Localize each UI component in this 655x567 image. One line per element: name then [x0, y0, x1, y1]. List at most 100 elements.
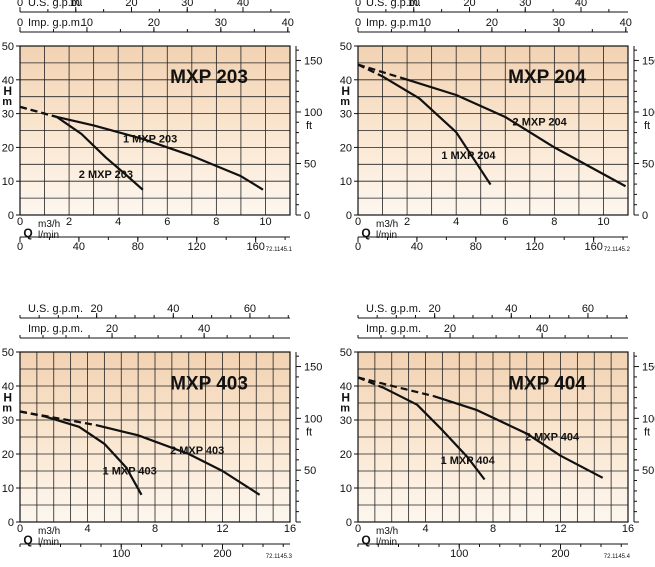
m3h-tick-label: 10: [259, 216, 271, 228]
ft-tick-label: 100: [642, 413, 655, 425]
imp-tick-label: 20: [106, 323, 118, 335]
imp-tick-label: 20: [148, 17, 160, 29]
chart-code: 72.1145.1: [266, 247, 293, 253]
plot-frame: [357, 45, 629, 216]
usgpm-tick-label: 20: [429, 303, 441, 315]
series-label: 1 MXP 403: [103, 465, 157, 477]
y-tick-label: 10: [2, 483, 14, 495]
y-tick-label: 50: [2, 41, 14, 53]
ft-axis-label: ft: [644, 426, 650, 438]
y-tick-label: 40: [340, 381, 352, 393]
series-line: [95, 424, 261, 496]
series-line-dashed: [357, 376, 384, 389]
ft-tick-label: 0: [304, 210, 310, 222]
usgpm-tick-label: 40: [505, 303, 517, 315]
imp-tick-label: 10: [419, 17, 431, 29]
m3h-tick-label: 4: [84, 523, 90, 535]
ft-axis-label: ft: [306, 120, 312, 132]
usgpm-axis-name: U.S. g.p.m.: [366, 303, 421, 315]
m3h-tick-label: 4: [115, 216, 121, 228]
m3h-tick-label: 2: [404, 216, 410, 228]
lmin-tick-label: 200: [213, 548, 231, 560]
m3h-tick-label: 0: [355, 523, 361, 535]
ft-tick-label: 100: [304, 413, 322, 425]
plot-frame: [357, 351, 629, 523]
y-tick-label: 0: [346, 517, 352, 529]
y-axis-label-h: H: [341, 84, 350, 98]
series-label: 1 MXP 203: [123, 133, 177, 145]
q-symbol: Q: [23, 533, 32, 547]
y-tick-label: 0: [8, 517, 14, 529]
m3h-tick-label: 0: [355, 216, 361, 228]
chart-code: 72.1145.2: [604, 247, 631, 253]
imp-gpm-axis-name: Imp. g.p.m.: [28, 17, 83, 29]
usgpm-axis-name: U.S. g.p.m.: [28, 0, 83, 9]
imp-tick-label: 20: [486, 17, 498, 29]
usgpm-tick-label: 10: [408, 0, 420, 9]
y-tick-label: 40: [2, 381, 14, 393]
series-line: [381, 75, 492, 186]
plot-frame: [19, 45, 291, 216]
ft-tick-label: 50: [304, 158, 316, 170]
ft-tick-label: 150: [304, 55, 322, 67]
series-label: 2 MXP 204: [513, 116, 568, 128]
lmin-axis-name: l/min: [38, 230, 59, 241]
ft-tick-label: 100: [304, 107, 322, 119]
y-axis-label-h: H: [3, 390, 12, 404]
y-axis-label-h: H: [3, 84, 12, 98]
m3h-tick-label: 12: [216, 523, 228, 535]
y-axis-label-h: H: [341, 390, 350, 404]
m3h-tick-label: 0: [17, 216, 23, 228]
usgpm-tick-label: 0: [17, 0, 23, 9]
m3h-tick-label: 6: [502, 216, 508, 228]
series-label: 2 MXP 403: [170, 445, 224, 457]
lmin-tick-label: 100: [112, 548, 130, 560]
lmin-tick-label: 160: [584, 241, 602, 253]
lmin-tick-label: 80: [132, 241, 144, 253]
lmin-tick-label: 100: [450, 548, 468, 560]
imp-tick-label: 40: [198, 323, 210, 335]
usgpm-tick-label: 20: [91, 303, 103, 315]
m3h-tick-label: 8: [490, 523, 496, 535]
y-tick-label: 50: [340, 41, 352, 53]
series-label: 1 MXP 404: [441, 455, 496, 467]
m3h-tick-label: 4: [453, 216, 459, 228]
q-symbol: Q: [361, 533, 370, 547]
m3h-tick-label: 8: [213, 216, 219, 228]
y-tick-label: 20: [340, 142, 352, 154]
y-axis-label-m: m: [340, 403, 350, 415]
imp-tick-label: 30: [553, 17, 565, 29]
imp-tick-label: 30: [215, 17, 227, 29]
ft-tick-label: 150: [642, 362, 655, 374]
y-tick-label: 10: [2, 176, 14, 188]
imp-gpm-axis-name: Imp. g.p.m.: [28, 323, 83, 335]
y-axis-label-m: m: [2, 403, 12, 415]
chart-title: MXP 203: [170, 67, 248, 88]
series-label: 1 MXP 204: [441, 150, 496, 162]
lmin-axis-name: l/min: [376, 537, 397, 548]
m3h-tick-label: 2: [66, 216, 72, 228]
q-symbol: Q: [23, 226, 32, 240]
lmin-axis-name: l/min: [376, 230, 397, 241]
ft-tick-label: 150: [642, 55, 655, 67]
ft-tick-label: 150: [304, 362, 322, 374]
m3h-tick-label: 16: [284, 523, 296, 535]
ft-axis-label: ft: [644, 120, 650, 132]
y-axis-label-m: m: [2, 96, 12, 108]
imp-tick-label: 40: [282, 17, 294, 29]
usgpm-tick-label: 40: [575, 0, 587, 9]
lmin-axis-name: l/min: [38, 537, 59, 548]
y-tick-label: 50: [2, 347, 14, 359]
y-tick-label: 40: [340, 75, 352, 87]
y-tick-label: 10: [340, 483, 352, 495]
series-line-dashed: [19, 105, 58, 119]
y-tick-label: 50: [340, 347, 352, 359]
usgpm-tick-label: 60: [244, 303, 256, 315]
plot-frame: [19, 351, 291, 523]
chart-panel-mxp-204: 01020304050Hm050100150ft0102030400102030…: [340, 0, 655, 253]
ft-tick-label: 100: [642, 107, 655, 119]
series-label: 2 MXP 404: [525, 431, 580, 443]
chart-title: MXP 403: [170, 373, 248, 394]
